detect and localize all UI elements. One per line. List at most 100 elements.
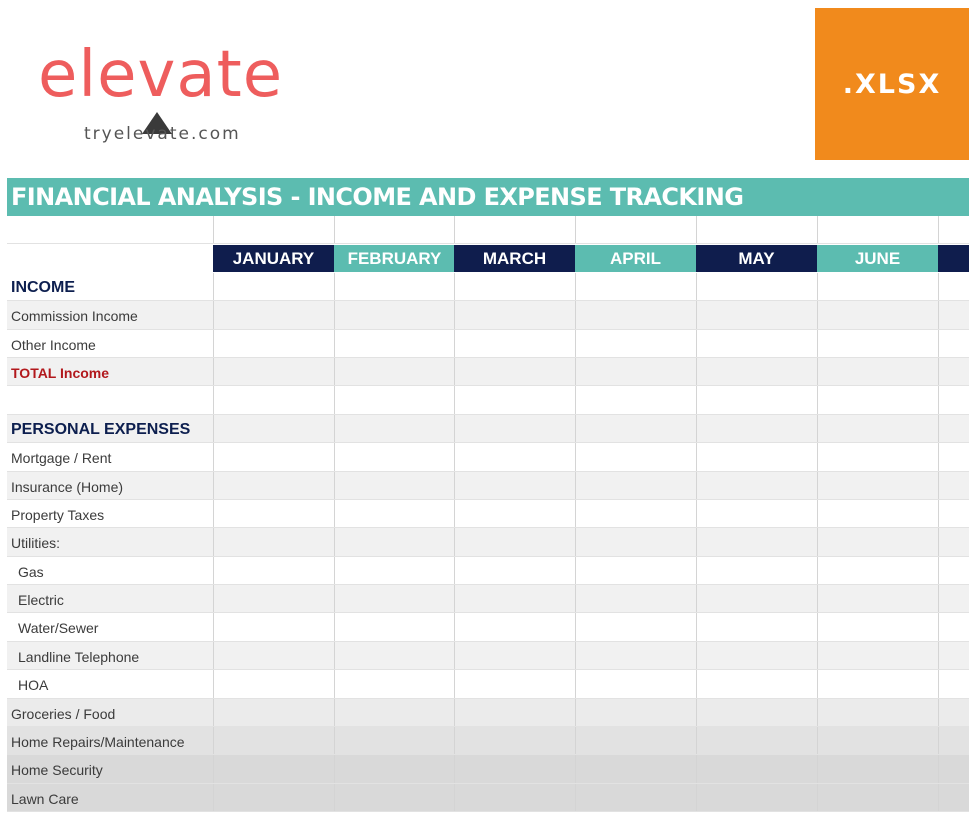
value-cell[interactable] bbox=[214, 727, 334, 754]
value-cell[interactable] bbox=[818, 755, 938, 782]
value-cell[interactable] bbox=[697, 727, 817, 754]
value-cell[interactable] bbox=[576, 699, 696, 726]
value-cell[interactable] bbox=[576, 557, 696, 584]
value-cell[interactable] bbox=[455, 472, 575, 499]
value-cell[interactable] bbox=[335, 784, 455, 811]
value-cell[interactable] bbox=[455, 727, 575, 754]
value-cell[interactable] bbox=[335, 301, 455, 328]
value-cell[interactable] bbox=[576, 386, 696, 413]
value-cell[interactable] bbox=[697, 557, 817, 584]
value-cell[interactable] bbox=[335, 358, 455, 385]
value-cell[interactable] bbox=[818, 528, 938, 555]
value-cell[interactable] bbox=[214, 301, 334, 328]
value-cell[interactable] bbox=[576, 500, 696, 527]
value-cell[interactable] bbox=[576, 784, 696, 811]
value-cell[interactable] bbox=[214, 472, 334, 499]
value-cell[interactable] bbox=[576, 443, 696, 470]
value-cell[interactable] bbox=[455, 301, 575, 328]
value-cell[interactable] bbox=[818, 273, 938, 300]
value-cell[interactable] bbox=[214, 755, 334, 782]
value-cell[interactable] bbox=[455, 699, 575, 726]
value-cell[interactable] bbox=[214, 585, 334, 612]
value-cell[interactable] bbox=[697, 613, 817, 640]
value-cell[interactable] bbox=[697, 443, 817, 470]
value-cell[interactable] bbox=[818, 330, 938, 357]
value-cell[interactable] bbox=[818, 386, 938, 413]
value-cell[interactable] bbox=[576, 528, 696, 555]
value-cell[interactable] bbox=[818, 585, 938, 612]
value-cell[interactable] bbox=[455, 755, 575, 782]
value-cell[interactable] bbox=[818, 443, 938, 470]
value-cell[interactable] bbox=[455, 528, 575, 555]
value-cell[interactable] bbox=[818, 784, 938, 811]
value-cell[interactable] bbox=[335, 727, 455, 754]
value-cell[interactable] bbox=[818, 613, 938, 640]
value-cell[interactable] bbox=[214, 500, 334, 527]
value-cell[interactable] bbox=[576, 273, 696, 300]
value-cell[interactable] bbox=[818, 727, 938, 754]
value-cell[interactable] bbox=[455, 443, 575, 470]
value-cell[interactable] bbox=[576, 472, 696, 499]
value-cell[interactable] bbox=[214, 273, 334, 300]
value-cell[interactable] bbox=[455, 670, 575, 697]
value-cell[interactable] bbox=[697, 273, 817, 300]
value-cell[interactable] bbox=[697, 472, 817, 499]
value-cell[interactable] bbox=[697, 784, 817, 811]
value-cell[interactable] bbox=[335, 443, 455, 470]
value-cell[interactable] bbox=[214, 557, 334, 584]
value-cell[interactable] bbox=[576, 585, 696, 612]
value-cell[interactable] bbox=[214, 386, 334, 413]
value-cell[interactable] bbox=[818, 642, 938, 669]
value-cell[interactable] bbox=[455, 557, 575, 584]
value-cell[interactable] bbox=[455, 500, 575, 527]
value-cell[interactable] bbox=[576, 670, 696, 697]
value-cell[interactable] bbox=[335, 557, 455, 584]
value-cell[interactable] bbox=[335, 273, 455, 300]
value-cell[interactable] bbox=[455, 642, 575, 669]
value-cell[interactable] bbox=[214, 443, 334, 470]
value-cell[interactable] bbox=[818, 557, 938, 584]
value-cell[interactable] bbox=[335, 613, 455, 640]
value-cell[interactable] bbox=[214, 358, 334, 385]
value-cell[interactable] bbox=[335, 755, 455, 782]
value-cell[interactable] bbox=[697, 500, 817, 527]
value-cell[interactable] bbox=[335, 642, 455, 669]
value-cell[interactable] bbox=[576, 358, 696, 385]
month-header-april[interactable]: APRIL bbox=[575, 245, 696, 273]
value-cell[interactable] bbox=[214, 528, 334, 555]
value-cell[interactable] bbox=[697, 415, 817, 442]
value-cell[interactable] bbox=[214, 670, 334, 697]
value-cell[interactable] bbox=[697, 358, 817, 385]
value-cell[interactable] bbox=[697, 585, 817, 612]
value-cell[interactable] bbox=[818, 301, 938, 328]
value-cell[interactable] bbox=[335, 670, 455, 697]
month-header-may[interactable]: MAY bbox=[696, 245, 817, 273]
value-cell[interactable] bbox=[335, 528, 455, 555]
month-header-february[interactable]: FEBRUARY bbox=[334, 245, 455, 273]
value-cell[interactable] bbox=[455, 613, 575, 640]
value-cell[interactable] bbox=[335, 415, 455, 442]
value-cell[interactable] bbox=[576, 613, 696, 640]
value-cell[interactable] bbox=[576, 330, 696, 357]
value-cell[interactable] bbox=[455, 273, 575, 300]
value-cell[interactable] bbox=[697, 301, 817, 328]
value-cell[interactable] bbox=[214, 784, 334, 811]
value-cell[interactable] bbox=[697, 670, 817, 697]
value-cell[interactable] bbox=[455, 585, 575, 612]
value-cell[interactable] bbox=[455, 358, 575, 385]
value-cell[interactable] bbox=[697, 528, 817, 555]
value-cell[interactable] bbox=[214, 699, 334, 726]
month-header-june[interactable]: JUNE bbox=[817, 245, 938, 273]
value-cell[interactable] bbox=[214, 330, 334, 357]
value-cell[interactable] bbox=[335, 500, 455, 527]
value-cell[interactable] bbox=[576, 755, 696, 782]
value-cell[interactable] bbox=[818, 358, 938, 385]
value-cell[interactable] bbox=[576, 301, 696, 328]
value-cell[interactable] bbox=[697, 642, 817, 669]
value-cell[interactable] bbox=[335, 330, 455, 357]
value-cell[interactable] bbox=[697, 699, 817, 726]
value-cell[interactable] bbox=[697, 755, 817, 782]
value-cell[interactable] bbox=[455, 415, 575, 442]
value-cell[interactable] bbox=[214, 642, 334, 669]
value-cell[interactable] bbox=[335, 472, 455, 499]
